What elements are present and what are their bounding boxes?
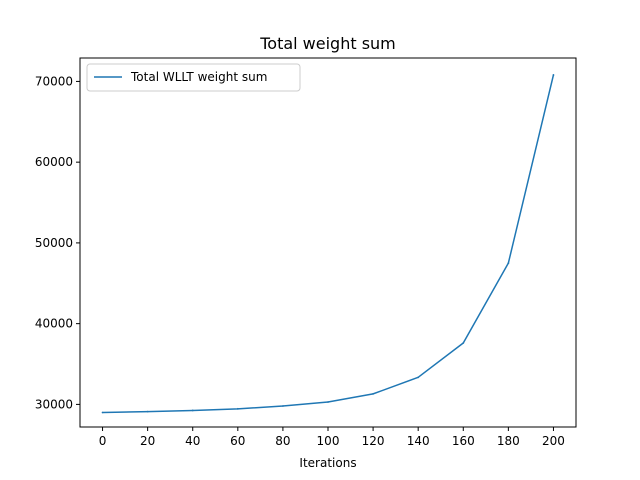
data-point xyxy=(282,405,284,407)
x-tick-label: 40 xyxy=(185,434,200,448)
x-axis-label: Iterations xyxy=(299,456,356,470)
data-point xyxy=(236,407,239,410)
x-tick-label: 20 xyxy=(140,434,155,448)
data-point xyxy=(372,392,374,395)
x-tick-label: 140 xyxy=(407,434,430,448)
data-point xyxy=(146,410,149,413)
x-tick-label: 180 xyxy=(497,434,520,448)
data-point xyxy=(507,262,510,264)
data-point xyxy=(327,401,329,403)
x-tick-label: 160 xyxy=(452,434,475,448)
x-tick-label: 120 xyxy=(362,434,385,448)
x-tick-label: 0 xyxy=(99,434,107,448)
y-tick-label: 40000 xyxy=(35,317,73,331)
x-tick-label: 80 xyxy=(275,434,290,448)
legend: Total WLLT weight sum xyxy=(86,63,301,92)
x-tick-label: 200 xyxy=(542,434,565,448)
y-tick-label: 50000 xyxy=(35,236,73,250)
x-tick-label: 100 xyxy=(317,434,340,448)
data-point xyxy=(462,342,465,344)
legend-label: Total WLLT weight sum xyxy=(130,70,267,84)
axes-frame xyxy=(79,57,577,428)
legend-box xyxy=(86,63,301,92)
x-tick-label: 60 xyxy=(230,434,245,448)
data-point xyxy=(101,411,104,414)
y-tick-label: 30000 xyxy=(35,397,73,411)
chart-title: Total weight sum xyxy=(259,34,396,53)
y-tick-label: 60000 xyxy=(35,155,73,169)
plot-area: 0 20 40 60 80 100 120 140 160 180 200 30000 40000 500… xyxy=(35,74,565,448)
data-point xyxy=(191,409,194,412)
data-point xyxy=(552,74,555,76)
data-point xyxy=(417,376,420,379)
y-tick-label: 70000 xyxy=(35,74,73,88)
